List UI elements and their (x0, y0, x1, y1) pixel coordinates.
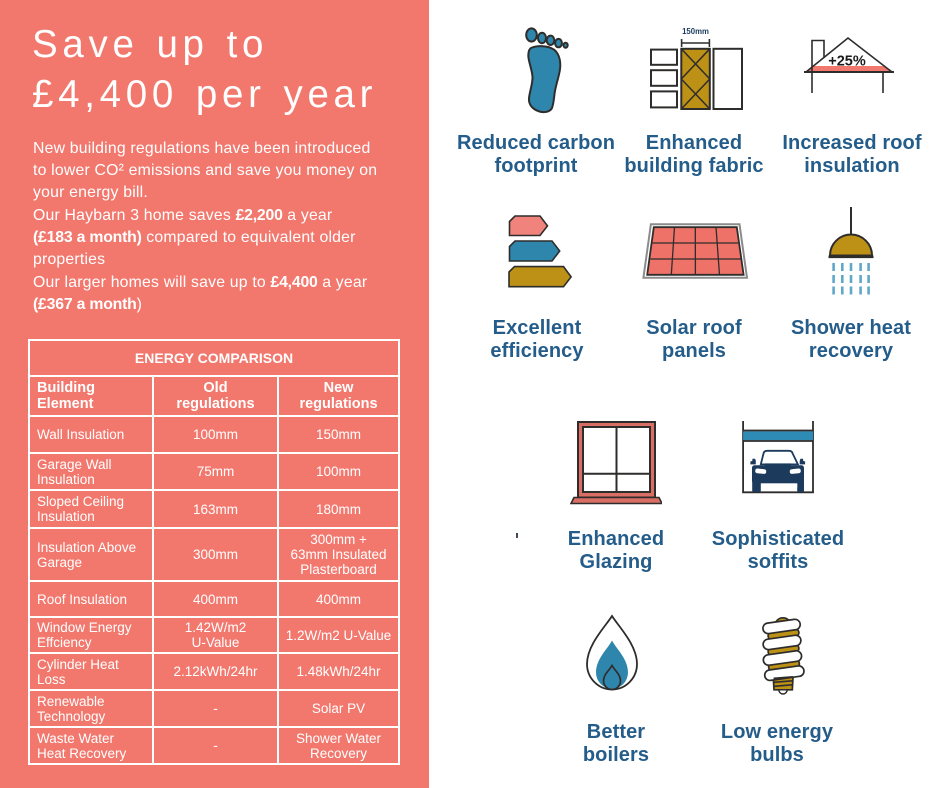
svg-text:+25%: +25% (828, 54, 866, 70)
svg-text:150mm: 150mm (682, 27, 709, 36)
